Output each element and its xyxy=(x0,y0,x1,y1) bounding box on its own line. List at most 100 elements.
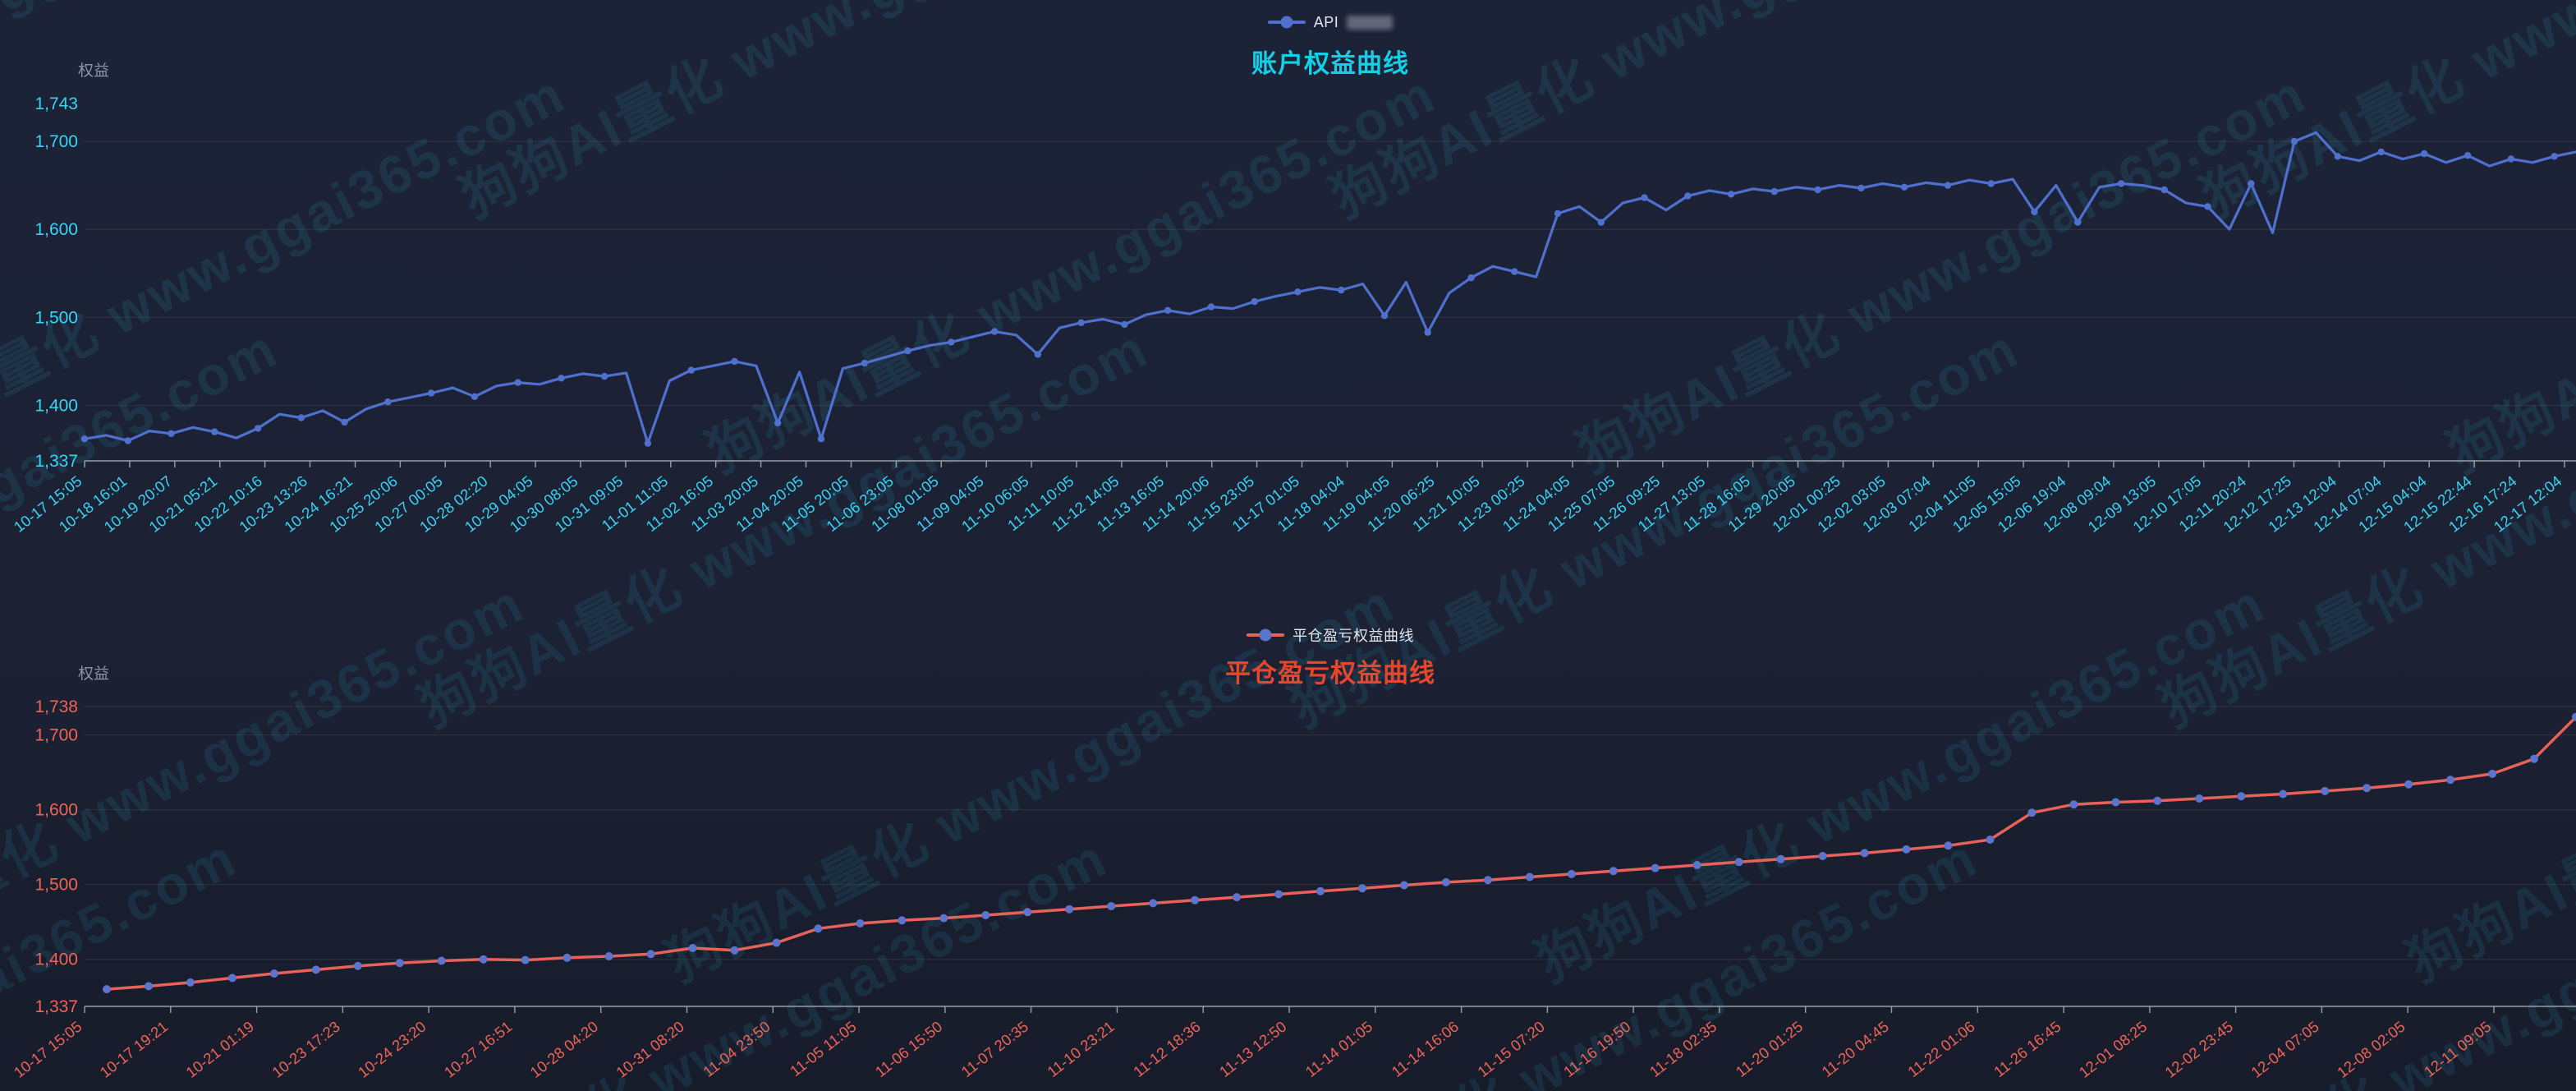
data-point-marker[interactable] xyxy=(2248,180,2255,187)
data-point-marker[interactable] xyxy=(1567,869,1576,878)
data-point-marker[interactable] xyxy=(2117,180,2125,187)
data-point-marker[interactable] xyxy=(1651,863,1660,872)
data-point-marker[interactable] xyxy=(1023,908,1032,917)
data-point-marker[interactable] xyxy=(479,955,488,964)
data-point-marker[interactable] xyxy=(1065,905,1074,914)
data-point-marker[interactable] xyxy=(1944,841,1953,850)
data-point-marker[interactable] xyxy=(2404,780,2413,789)
data-point-marker[interactable] xyxy=(2572,712,2576,721)
data-point-marker[interactable] xyxy=(437,956,446,965)
data-point-marker[interactable] xyxy=(471,393,479,400)
data-point-marker[interactable] xyxy=(341,418,348,426)
data-point-marker[interactable] xyxy=(1609,867,1618,876)
data-point-marker[interactable] xyxy=(2377,148,2385,156)
data-point-marker[interactable] xyxy=(558,375,565,382)
legend-account-equity[interactable]: API xyxy=(85,10,2576,35)
data-point-marker[interactable] xyxy=(774,419,782,427)
data-point-marker[interactable] xyxy=(1944,182,1952,189)
data-point-marker[interactable] xyxy=(814,924,823,933)
data-point-marker[interactable] xyxy=(2446,776,2455,785)
data-point-marker[interactable] xyxy=(2321,786,2330,795)
data-point-marker[interactable] xyxy=(168,430,175,437)
data-point-marker[interactable] xyxy=(1483,876,1492,885)
data-point-marker[interactable] xyxy=(1034,351,1042,358)
data-point-marker[interactable] xyxy=(1191,895,1200,905)
data-point-marker[interactable] xyxy=(186,978,195,987)
data-point-marker[interactable] xyxy=(2074,219,2082,226)
data-point-marker[interactable] xyxy=(1121,320,1128,329)
data-point-marker[interactable] xyxy=(1986,836,1995,844)
data-point-marker[interactable] xyxy=(644,440,652,447)
data-point-marker[interactable] xyxy=(1814,186,1821,194)
data-point-marker[interactable] xyxy=(2153,796,2162,805)
data-point-marker[interactable] xyxy=(2237,792,2246,801)
data-point-marker[interactable] xyxy=(2334,153,2341,160)
account-equity-line[interactable] xyxy=(83,131,2576,445)
data-point-marker[interactable] xyxy=(2530,754,2538,763)
data-point-marker[interactable] xyxy=(2464,152,2472,159)
data-point-marker[interactable] xyxy=(1294,288,1302,296)
data-point-marker[interactable] xyxy=(2111,798,2120,807)
data-point-marker[interactable] xyxy=(80,435,89,443)
data-point-marker[interactable] xyxy=(1233,893,1242,902)
closed-pnl-line[interactable] xyxy=(105,715,2576,991)
data-point-marker[interactable] xyxy=(145,982,153,991)
data-point-marker[interactable] xyxy=(1164,306,1172,314)
data-point-marker[interactable] xyxy=(730,946,739,955)
data-point-marker[interactable] xyxy=(948,338,955,346)
data-point-marker[interactable] xyxy=(1684,192,1692,200)
data-point-marker[interactable] xyxy=(856,919,865,928)
data-point-marker[interactable] xyxy=(1077,319,1085,326)
data-point-marker[interactable] xyxy=(1734,858,1743,867)
data-point-marker[interactable] xyxy=(311,965,320,974)
data-point-marker[interactable] xyxy=(1900,183,1908,191)
data-point-marker[interactable] xyxy=(1107,902,1116,910)
data-point-marker[interactable] xyxy=(1338,286,1345,294)
data-point-marker[interactable] xyxy=(1641,194,1648,201)
data-point-marker[interactable] xyxy=(384,398,392,406)
data-point-marker[interactable] xyxy=(124,437,131,444)
data-point-marker[interactable] xyxy=(2160,186,2168,194)
data-point-marker[interactable] xyxy=(2195,794,2204,803)
data-point-marker[interactable] xyxy=(2507,155,2515,163)
data-point-marker[interactable] xyxy=(2069,800,2078,809)
data-point-marker[interactable] xyxy=(646,950,655,959)
data-point-marker[interactable] xyxy=(1316,886,1325,895)
data-point-marker[interactable] xyxy=(604,952,613,960)
data-point-marker[interactable] xyxy=(1251,297,1258,306)
data-point-marker[interactable] xyxy=(1597,219,1605,226)
data-point-marker[interactable] xyxy=(687,366,695,374)
data-point-marker[interactable] xyxy=(1776,854,1785,863)
data-point-marker[interactable] xyxy=(1857,184,1865,192)
data-point-marker[interactable] xyxy=(981,911,990,919)
data-point-marker[interactable] xyxy=(731,357,738,366)
data-point-marker[interactable] xyxy=(939,914,948,923)
data-point-marker[interactable] xyxy=(2031,208,2038,215)
data-point-marker[interactable] xyxy=(990,328,999,335)
data-point-marker[interactable] xyxy=(211,428,218,435)
data-point-marker[interactable] xyxy=(395,959,404,968)
data-point-marker[interactable] xyxy=(1770,187,1778,196)
data-point-marker[interactable] xyxy=(1860,849,1869,858)
data-point-marker[interactable] xyxy=(1274,890,1283,899)
data-point-marker[interactable] xyxy=(1525,872,1534,882)
data-point-marker[interactable] xyxy=(1467,274,1475,282)
data-point-marker[interactable] xyxy=(2421,150,2428,158)
data-point-marker[interactable] xyxy=(514,379,521,386)
legend-closed-pnl[interactable]: 平仓盈亏权益曲线 xyxy=(85,623,2576,647)
data-point-marker[interactable] xyxy=(427,389,435,397)
data-point-marker[interactable] xyxy=(2027,808,2036,817)
data-point-marker[interactable] xyxy=(2362,784,2372,793)
data-point-marker[interactable] xyxy=(1380,312,1389,320)
data-point-marker[interactable] xyxy=(562,953,572,962)
data-point-marker[interactable] xyxy=(898,916,907,925)
data-point-marker[interactable] xyxy=(2488,769,2497,778)
data-point-marker[interactable] xyxy=(1424,329,1431,336)
data-point-marker[interactable] xyxy=(904,347,911,355)
data-point-marker[interactable] xyxy=(227,974,236,983)
data-point-marker[interactable] xyxy=(2204,203,2211,210)
data-point-marker[interactable] xyxy=(2279,789,2288,799)
data-point-marker[interactable] xyxy=(2551,153,2558,160)
data-point-marker[interactable] xyxy=(1902,845,1911,854)
data-point-marker[interactable] xyxy=(601,372,608,380)
